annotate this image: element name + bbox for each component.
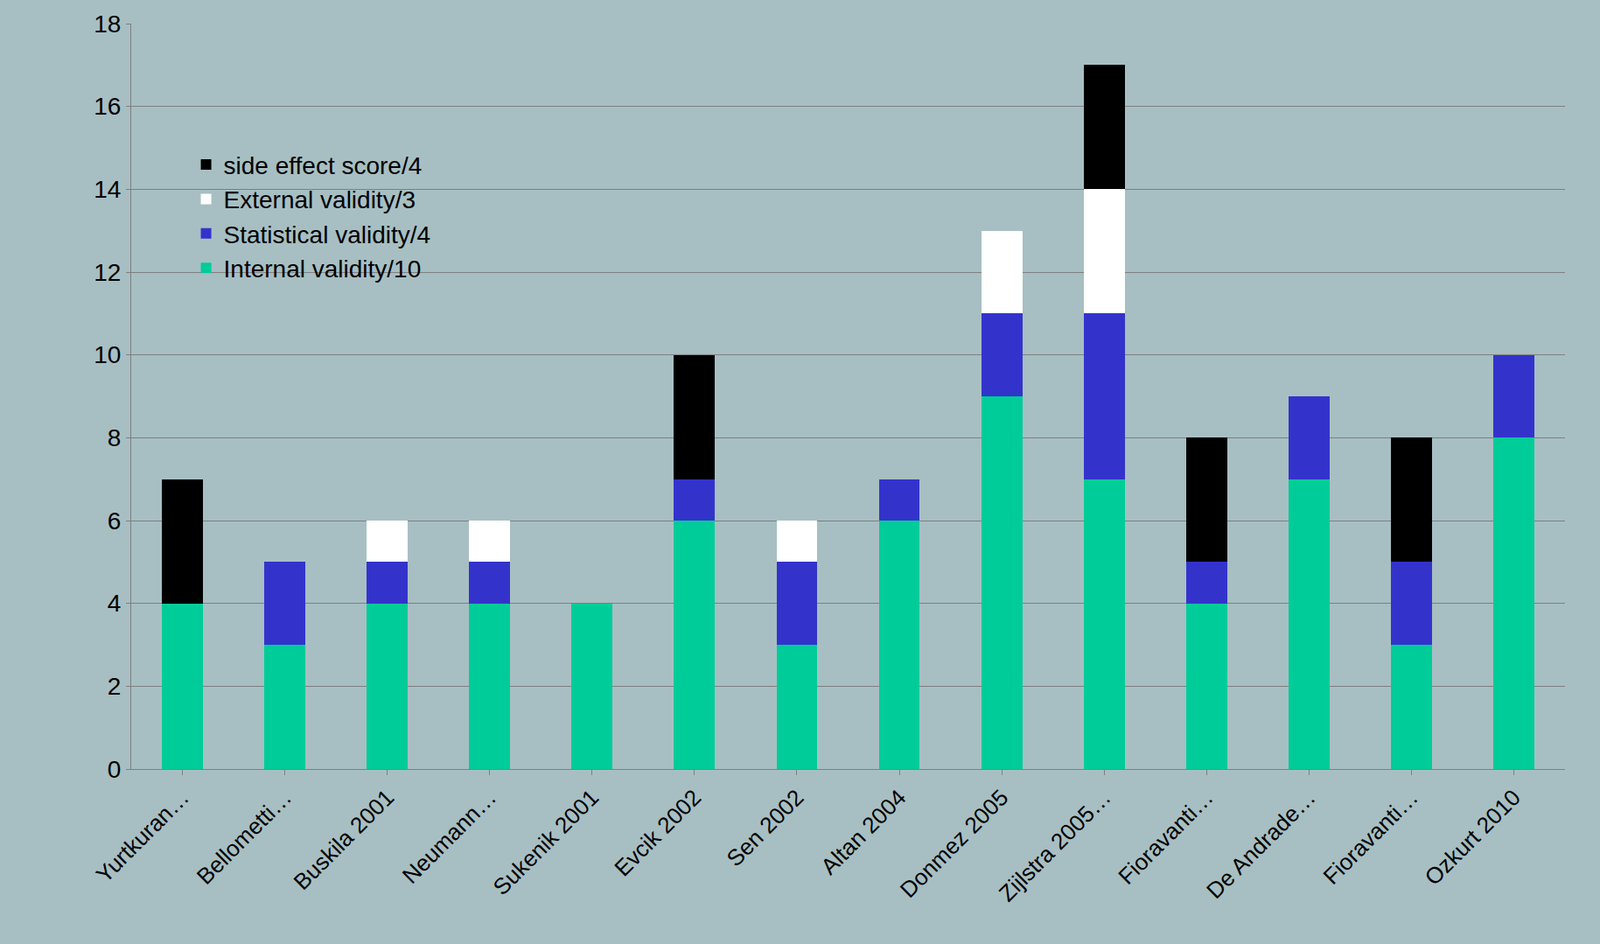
svg-text:16: 16 — [93, 92, 121, 120]
svg-text:Sen 2002: Sen 2002 — [720, 783, 809, 872]
svg-text:6: 6 — [107, 507, 122, 535]
svg-text:Bellometti…: Bellometti… — [191, 783, 297, 889]
svg-text:External validity/3: External validity/3 — [223, 186, 416, 214]
svg-text:0: 0 — [107, 755, 122, 783]
svg-text:Internal validity/10: Internal validity/10 — [223, 255, 422, 283]
svg-text:8: 8 — [107, 424, 122, 452]
svg-text:Yurtkuran…: Yurtkuran… — [90, 783, 195, 888]
svg-text:Donmez 2005: Donmez 2005 — [894, 783, 1014, 903]
svg-text:Ozkurt 2010: Ozkurt 2010 — [1419, 783, 1526, 890]
svg-text:Zijlstra 2005…: Zijlstra 2005… — [993, 783, 1117, 907]
svg-text:Fioravanti…: Fioravanti… — [1318, 783, 1424, 889]
svg-text:2: 2 — [107, 672, 122, 700]
svg-text:Statistical validity/4: Statistical validity/4 — [223, 221, 432, 249]
svg-text:Evcik 2002: Evcik 2002 — [608, 783, 706, 881]
svg-text:side effect score/4: side effect score/4 — [223, 152, 423, 180]
svg-text:18: 18 — [93, 10, 121, 38]
svg-text:De Andrade…: De Andrade… — [1201, 783, 1321, 904]
svg-text:Neumann…: Neumann… — [397, 783, 502, 888]
svg-text:4: 4 — [107, 589, 122, 617]
svg-text:14: 14 — [93, 175, 121, 203]
svg-text:Fioravanti…: Fioravanti… — [1112, 783, 1218, 889]
svg-text:10: 10 — [93, 341, 121, 369]
svg-text:Altan 2004: Altan 2004 — [815, 783, 911, 880]
svg-text:Buskila 2001: Buskila 2001 — [288, 783, 399, 895]
svg-text:12: 12 — [93, 258, 121, 287]
svg-text:Sukenik 2001: Sukenik 2001 — [488, 783, 605, 901]
